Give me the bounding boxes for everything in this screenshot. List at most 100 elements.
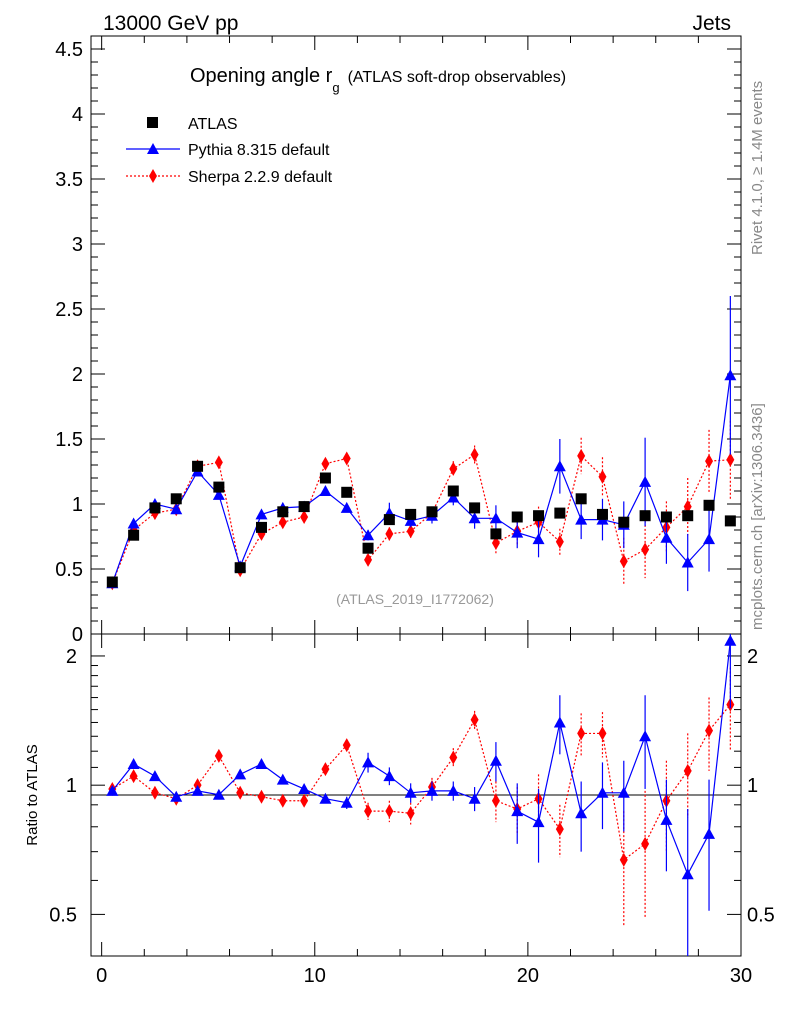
pythia-ratio-point — [255, 758, 268, 770]
legend-atlas-marker — [147, 117, 158, 128]
atlas-main-point — [639, 510, 651, 522]
sherpa-main-point — [555, 534, 564, 549]
sherpa-ratio-point — [300, 793, 309, 808]
pythia-ratio-point — [276, 773, 289, 785]
pythia-main-point — [447, 491, 460, 503]
sherpa-ratio-point — [449, 750, 458, 765]
legend: ATLAS Pythia 8.315 default Sherpa 2.2.9 … — [126, 116, 333, 186]
legend-sherpa-label: Sherpa 2.2.9 default — [188, 169, 333, 186]
atlas-main-point — [170, 493, 182, 505]
sherpa-ratio-point — [598, 726, 607, 741]
pythia-ratio-point — [639, 730, 652, 742]
y-tick-label-main: 4 — [72, 104, 83, 126]
sherpa-ratio-line — [112, 704, 731, 861]
sherpa-main-point — [619, 554, 628, 569]
atlas-main-point — [554, 507, 566, 519]
y-tick-label-main: 0.5 — [55, 559, 83, 581]
y-tick-label-main: 4.5 — [55, 39, 83, 61]
chart-title: Opening angle rg (ATLAS soft-drop observa… — [190, 65, 566, 95]
atlas-main-point — [533, 510, 545, 522]
atlas-main-point — [213, 481, 225, 493]
sherpa-ratio-point — [683, 763, 692, 778]
y-tick-label-main: 2 — [72, 364, 83, 386]
sherpa-ratio-point — [470, 712, 479, 727]
side-label-rivet: Rivet 4.1.0, ≥ 1.4M events — [749, 81, 766, 255]
atlas-main-point — [192, 460, 204, 472]
pythia-ratio-point — [724, 634, 737, 646]
atlas-main-point — [234, 562, 246, 574]
atlas-main-point — [383, 514, 395, 526]
pythia-ratio-point — [468, 792, 481, 804]
sherpa-main-point — [491, 536, 500, 550]
y-tick-label-main: 3.5 — [55, 169, 83, 191]
sherpa-main-point — [641, 542, 650, 557]
atlas-main-point — [106, 576, 118, 588]
x-tick-label: 20 — [517, 965, 539, 987]
pythia-main-point — [319, 485, 332, 496]
pythia-main-point — [255, 508, 268, 520]
pythia-main-point — [127, 517, 140, 529]
atlas-main-point — [149, 502, 161, 514]
y-tick-label-ratio-right: 2 — [747, 646, 758, 668]
y-tick-label-main: 1 — [72, 494, 83, 516]
pythia-main-point — [362, 529, 375, 541]
pythia-ratio-line — [111, 640, 731, 876]
pythia-ratio-point — [617, 786, 630, 798]
sherpa-main-point — [726, 452, 735, 467]
sherpa-ratio-point — [321, 762, 330, 777]
atlas-main-point — [319, 472, 331, 484]
sherpa-ratio-point — [342, 738, 351, 753]
y-tick-label-main: 3 — [72, 234, 83, 256]
pythia-main-point — [681, 556, 694, 568]
atlas-main-point — [426, 506, 438, 518]
atlas-main-point — [277, 506, 289, 518]
legend-atlas-label: ATLAS — [188, 116, 238, 133]
legend-pythia-label: Pythia 8.315 default — [188, 142, 330, 159]
atlas-main-point — [703, 499, 715, 511]
sherpa-main-point — [449, 461, 458, 476]
pythia-ratio-point — [170, 790, 183, 802]
atlas-main-point — [298, 501, 310, 513]
sherpa-ratio-point — [364, 804, 373, 819]
pythia-main-point — [170, 503, 183, 515]
pythia-main-point — [340, 501, 353, 513]
pythia-main-point — [639, 475, 652, 487]
sherpa-ratio-point — [214, 748, 223, 763]
pythia-ratio-point — [575, 807, 588, 819]
pythia-main-point — [703, 533, 716, 545]
atlas-main-point — [511, 511, 523, 523]
axes-layer: 0 0.5 1 1.5 2 2.5 3 3.5 4 4.5 0 10 20 30 0.5 0.5 1 1 2 2 — [49, 36, 775, 987]
sherpa-ratio-point — [129, 769, 138, 784]
sherpa-ratio-point — [278, 793, 287, 808]
atlas-main-point — [682, 510, 694, 522]
pythia-ratio-point — [681, 868, 694, 880]
pythia-ratio-point — [553, 716, 566, 728]
sherpa-ratio-point — [385, 804, 394, 819]
pythia-ratio-point — [404, 786, 417, 798]
pythia-ratio-point — [425, 784, 438, 796]
pythia-ratio-point — [298, 782, 311, 794]
pythia-main-line — [111, 375, 731, 584]
legend-pythia-marker — [147, 143, 159, 154]
pythia-ratio-point — [319, 792, 332, 804]
y-tick-label-ratio: 2 — [66, 646, 77, 668]
y-tick-label-ratio-right: 0.5 — [747, 904, 775, 926]
sherpa-main-point — [705, 454, 714, 469]
y-tick-label-ratio-right: 1 — [747, 775, 758, 797]
pythia-ratio-point — [489, 754, 502, 766]
header-category: Jets — [692, 12, 731, 35]
pythia-ratio-point — [234, 768, 247, 780]
sherpa-ratio-point — [619, 852, 628, 867]
y-tick-label-ratio: 0.5 — [49, 904, 77, 926]
pythia-ratio-point — [447, 784, 460, 796]
sherpa-main-point — [406, 524, 415, 539]
sherpa-main-point — [300, 510, 309, 524]
y-tick-label-main: 0 — [72, 624, 83, 646]
pythia-main-point — [404, 514, 417, 526]
sherpa-ratio-point — [577, 726, 586, 741]
data-layer — [106, 296, 737, 956]
sherpa-ratio-point — [641, 836, 650, 851]
y-tick-label-main: 2.5 — [55, 299, 83, 321]
pythia-main-point — [724, 369, 737, 381]
atlas-main-point — [490, 528, 502, 540]
